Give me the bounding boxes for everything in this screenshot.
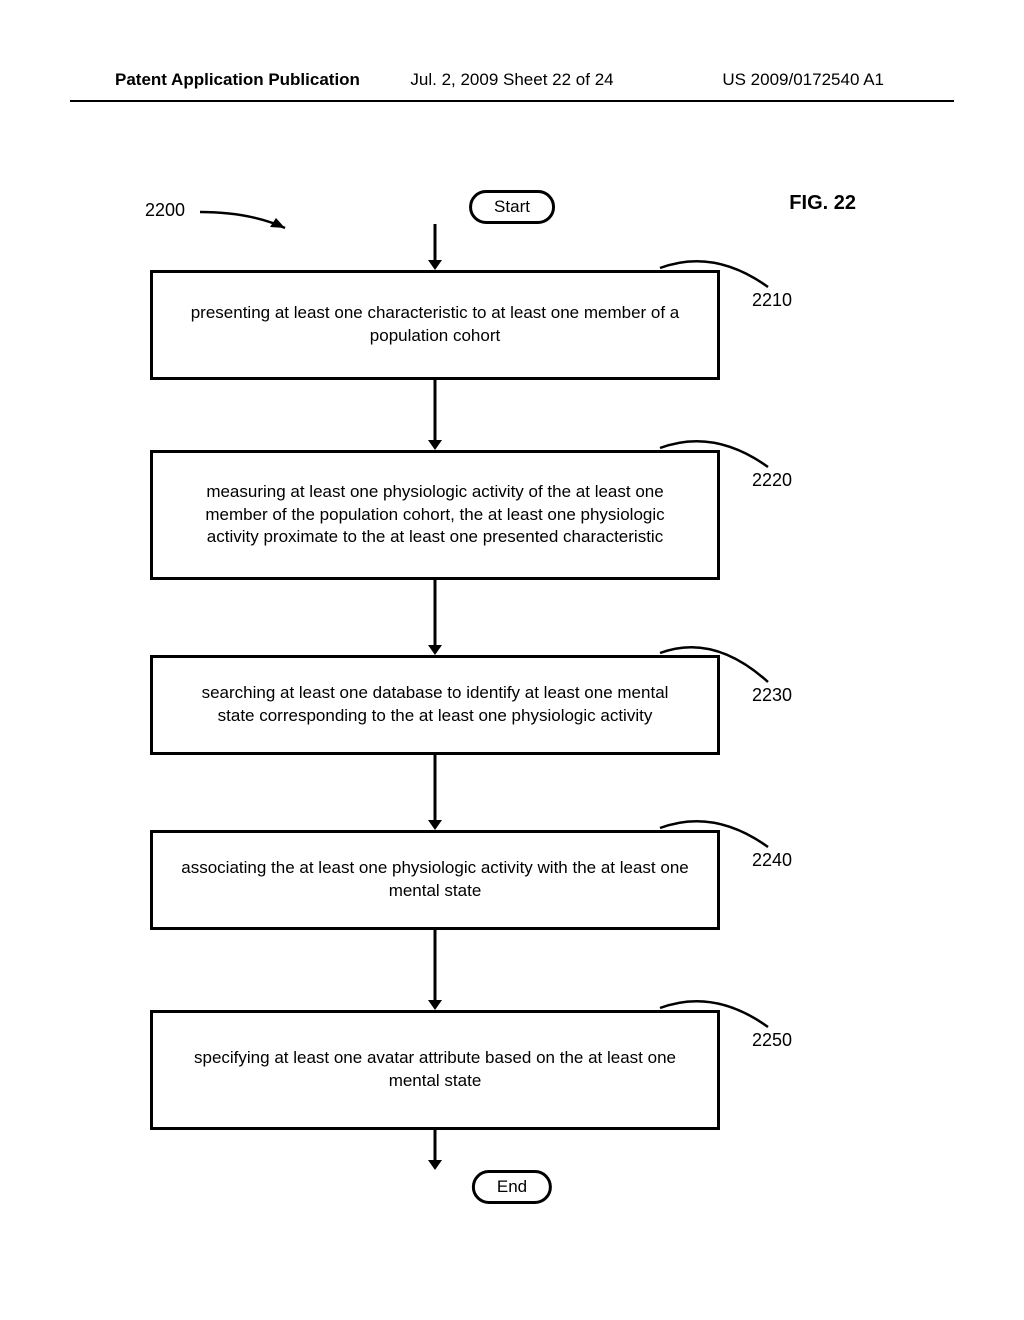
flow-box-2210: presenting at least one characteristic t…: [150, 270, 720, 380]
flow-box-2250: specifying at least one avatar attribute…: [150, 1010, 720, 1130]
flow-box-2240: associating the at least one physiologic…: [150, 830, 720, 930]
header-rule: [70, 100, 954, 102]
callout-2250: [654, 978, 792, 1037]
flow-arrow-1: [423, 380, 447, 450]
flow-box-2220: measuring at least one physiologic activ…: [150, 450, 720, 580]
flow-arrow-4: [423, 930, 447, 1010]
flow-arrow-5: [423, 1130, 447, 1170]
header-right: US 2009/0172540 A1: [722, 70, 884, 90]
ref-2200-leader: [200, 210, 290, 234]
page-header: Patent Application Publication Jul. 2, 2…: [0, 70, 1024, 90]
end-terminal: End: [472, 1170, 552, 1204]
flow-arrow-3: [423, 755, 447, 830]
callout-2210: [654, 238, 792, 297]
ref-2200: 2200: [145, 200, 185, 221]
header-mid: Jul. 2, 2009 Sheet 22 of 24: [410, 70, 613, 90]
figure-label: FIG. 22: [789, 192, 856, 215]
page: Patent Application Publication Jul. 2, 2…: [0, 0, 1024, 1320]
start-terminal: Start: [469, 190, 555, 224]
callout-2240: [654, 798, 792, 857]
callout-2230: [654, 623, 792, 692]
header-left: Patent Application Publication: [115, 70, 360, 90]
callout-2220: [654, 418, 792, 477]
flow-box-2230: searching at least one database to ident…: [150, 655, 720, 755]
flow-arrow-0: [423, 224, 447, 270]
flow-arrow-2: [423, 580, 447, 655]
